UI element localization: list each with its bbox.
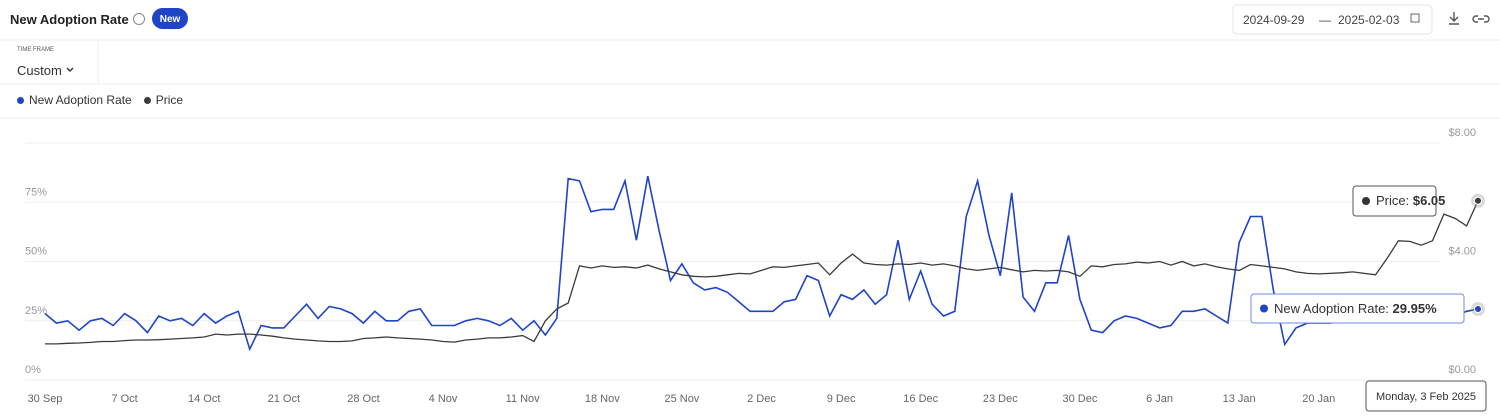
legend: New Adoption Rate Price (17, 93, 183, 107)
y2-tick-label: $0.00 (1448, 364, 1476, 376)
x-tick-label: 30 Sep (28, 393, 63, 405)
x-tick-label: 11 Nov (506, 393, 541, 405)
y-tick-label: 25% (25, 305, 47, 317)
badge-text: New (160, 14, 181, 25)
plot: 0% 25% 50% 75% $0.00 $4.00 $8.00 30 Sep 7 Oct 14 … (25, 127, 1485, 405)
date-tooltip: Monday, 3 Feb 2025 (1365, 380, 1487, 412)
tooltip-label: New Adoption Rate: (1274, 301, 1389, 316)
x-tick-label: 7 Oct (111, 393, 137, 405)
y-tick-label: 50% (25, 246, 47, 258)
badge (152, 8, 188, 29)
tooltip-text: New Adoption Rate: 29.95% (1274, 301, 1437, 316)
x-tick-label: 18 Nov (585, 393, 620, 405)
series-line (45, 200, 1479, 345)
legend-label: Price (155, 93, 184, 107)
legend-item[interactable]: New Adoption Rate (17, 93, 132, 107)
x-tick-label: 9 Dec (827, 393, 856, 405)
timeframe-select[interactable]: Custom (17, 63, 62, 78)
y2-tick-label: $4.00 (1448, 246, 1476, 258)
link-icon[interactable] (1472, 15, 1490, 23)
x-tick-label: 16 Dec (903, 393, 938, 405)
tooltip-box (1352, 185, 1437, 217)
x-tick-label: 4 Nov (429, 393, 458, 405)
date-range[interactable] (1232, 4, 1433, 35)
date-separator: — (1319, 13, 1331, 27)
title: New Adoption Rate (10, 12, 129, 27)
series-line (44, 176, 1479, 352)
help-icon[interactable] (133, 13, 145, 25)
legend-label: New Adoption Rate (29, 93, 132, 107)
x-tick-label: 25 Nov (664, 393, 699, 405)
y-tick-label: 75% (25, 186, 47, 198)
calendar-icon (1410, 13, 1420, 23)
x-tick-label: 21 Oct (268, 393, 300, 405)
x-tick-label: 28 Oct (347, 393, 379, 405)
tooltip-value: 29.95% (1393, 301, 1438, 316)
legend-dot (17, 96, 24, 104)
tooltip-text: Price: $6.05 (1376, 193, 1445, 208)
tooltip-label: Price: (1376, 193, 1409, 208)
date-end: 2025-02-03 (1338, 13, 1400, 27)
x-tick-label: 23 Dec (983, 393, 1018, 405)
x-tick-label: 13 Jan (1223, 393, 1256, 405)
price-tooltip: Price: $6.05 (1352, 185, 1445, 217)
x-tick-label: 30 Dec (1063, 393, 1098, 405)
date-start: 2024-09-29 (1243, 13, 1305, 27)
x-tick-label: 2 Dec (747, 393, 776, 405)
tooltip-box (1250, 293, 1465, 324)
dropdown-icon[interactable] (66, 67, 74, 72)
tooltip-box (1365, 380, 1487, 412)
x-tick-label: 14 Oct (188, 393, 220, 405)
tooltip-dot (1260, 304, 1268, 313)
legend-dot (143, 96, 151, 104)
download-icon[interactable] (1449, 12, 1459, 25)
hover-point (1474, 305, 1482, 314)
x-tick-label: 20 Jan (1302, 393, 1335, 405)
tooltip-date: Monday, 3 Feb 2025 (1376, 391, 1476, 403)
timeframe-label: TIME FRAME (17, 47, 54, 53)
x-tick-label: 6 Jan (1146, 393, 1173, 405)
tooltip-dot (1362, 197, 1370, 205)
rate-tooltip: New Adoption Rate: 29.95% (1250, 293, 1465, 324)
hover-point (1474, 196, 1482, 205)
y-tick-label: 0% (25, 364, 41, 376)
tooltip-value: $6.05 (1413, 193, 1446, 208)
y2-tick-label: $8.00 (1448, 127, 1476, 139)
legend-item[interactable]: Price (143, 93, 184, 107)
